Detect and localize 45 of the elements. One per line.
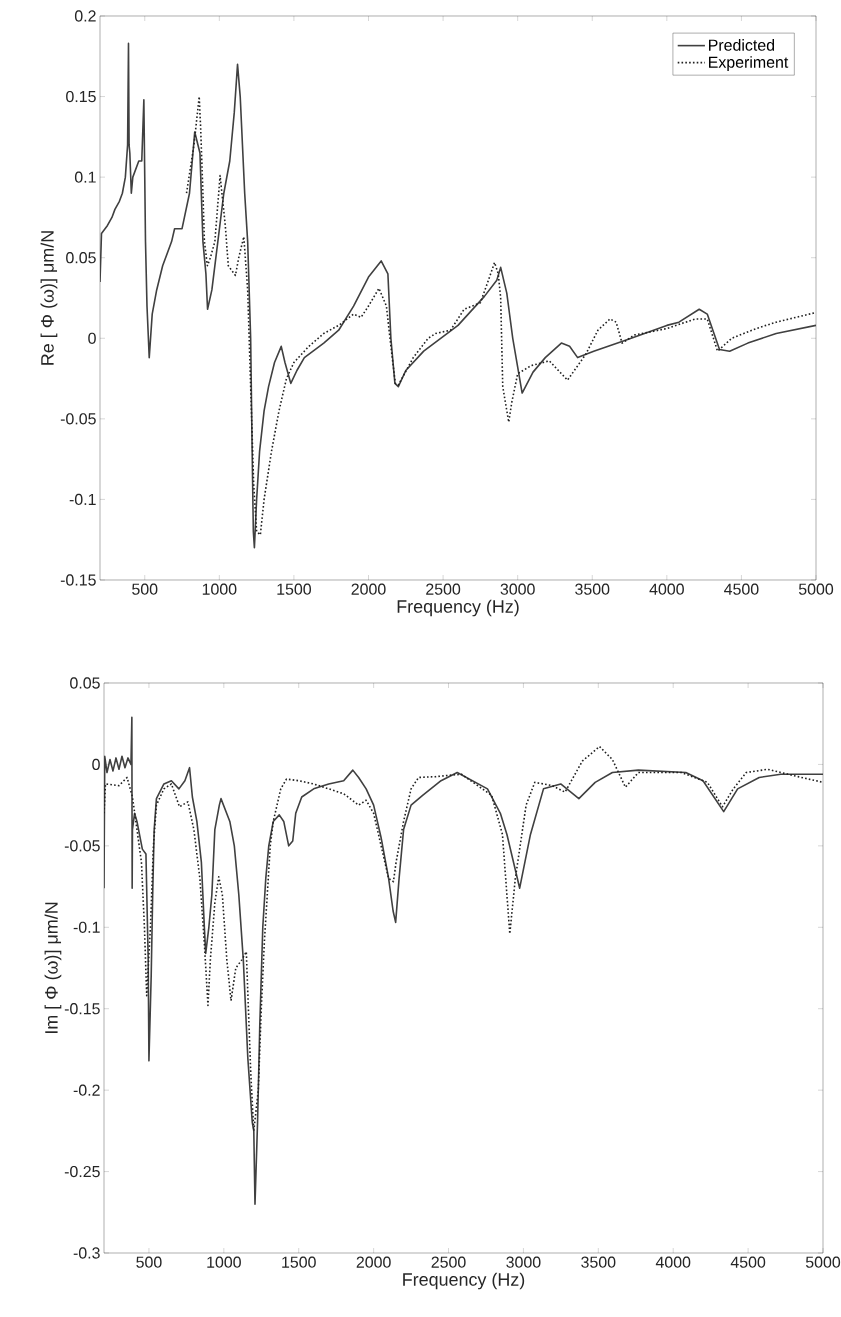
- y-tick-label: 0.2: [74, 10, 96, 22]
- y-tick-label: -0.25: [64, 1165, 100, 1178]
- x-tick-label: 3500: [581, 1256, 616, 1268]
- x-axis-title: Frequency (Hz): [403, 1272, 525, 1290]
- x-tick-label: 2500: [431, 1256, 466, 1268]
- x-tick-label: 1500: [277, 583, 312, 595]
- x-tick-label: 4500: [724, 583, 759, 595]
- y-tick-label: 0.15: [66, 90, 96, 103]
- y-tick-label: -0.1: [69, 493, 96, 506]
- x-tick-label: 2000: [356, 1256, 391, 1268]
- y-tick-label: -0.3: [73, 1247, 100, 1259]
- x-tick-label: 1000: [202, 583, 237, 595]
- y-tick-label: -0.15: [60, 574, 96, 586]
- x-tick-label: 1000: [207, 1256, 241, 1268]
- y-tick-label: 0.05: [66, 252, 96, 264]
- y-tick-label: 0: [92, 758, 100, 771]
- y-axis-title: Im [ Φ (ω)] μm/N: [44, 902, 62, 1033]
- line-series: [104, 745, 824, 1132]
- legend-label: Predicted: [709, 39, 775, 51]
- x-tick-label: 500: [132, 583, 158, 595]
- y-tick-label: 0.1: [74, 171, 96, 183]
- x-tick-label: 3000: [500, 583, 535, 595]
- y-tick-label: -0.2: [73, 1084, 100, 1096]
- x-tick-label: 2000: [351, 583, 386, 595]
- x-tick-label: 1500: [282, 1256, 316, 1268]
- x-axis-title: Frequency (Hz): [397, 599, 519, 617]
- x-tick-label: 2500: [426, 583, 461, 595]
- legend-label: Experiment: [709, 56, 789, 71]
- line-series: [104, 716, 824, 1205]
- y-tick-label: -0.05: [64, 840, 100, 852]
- x-tick-label: 4000: [655, 1256, 691, 1268]
- y-tick-label: -0.1: [73, 921, 100, 933]
- x-tick-label: 4500: [730, 1256, 766, 1268]
- x-tick-label: 5000: [805, 1256, 841, 1268]
- y-tick-label: -0.15: [64, 1003, 100, 1015]
- x-tick-label: 3500: [575, 583, 610, 595]
- x-tick-label: 4000: [649, 583, 684, 595]
- x-tick-label: 5000: [798, 583, 834, 595]
- x-tick-label: 500: [136, 1256, 162, 1268]
- y-tick-label: -0.05: [60, 413, 96, 425]
- y-tick-label: 0.05: [70, 677, 100, 689]
- y-tick-label: 0: [88, 332, 96, 344]
- y-axis-title: Re [ Φ (ω)] μm/N: [40, 231, 58, 365]
- x-tick-label: 3000: [506, 1256, 541, 1268]
- line-series: [185, 95, 817, 536]
